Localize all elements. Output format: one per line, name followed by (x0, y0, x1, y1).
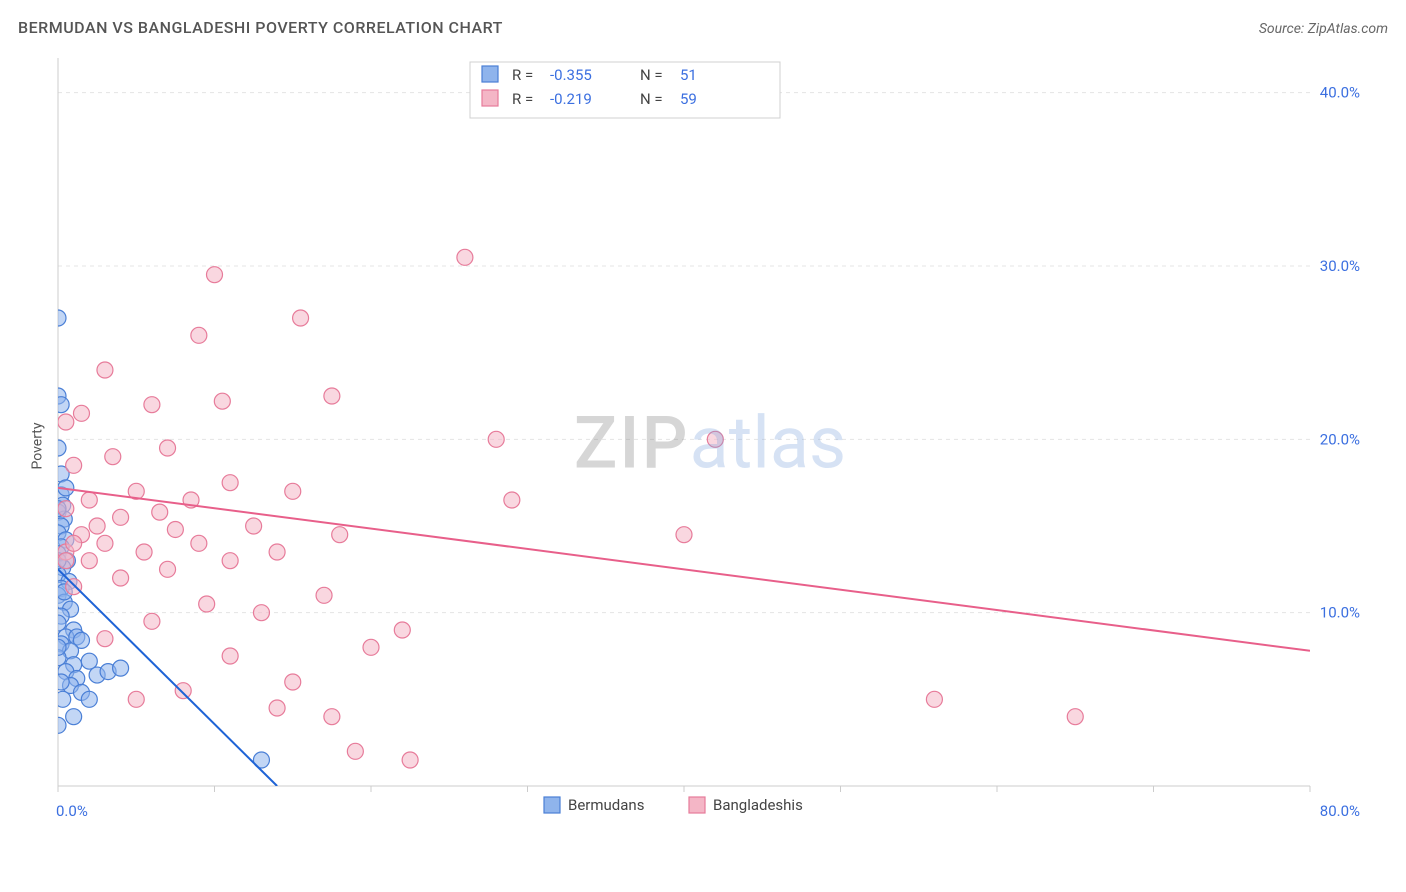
chart-source: Source: ZipAtlas.com (1259, 21, 1388, 37)
data-point (293, 310, 309, 326)
data-point (128, 691, 144, 707)
data-point (53, 397, 69, 413)
data-point (152, 504, 168, 520)
data-point (58, 501, 74, 517)
data-point (66, 709, 82, 725)
data-point (160, 440, 176, 456)
data-point (191, 327, 207, 343)
data-point (50, 310, 66, 326)
y-tick-label: 40.0% (1320, 84, 1360, 102)
data-point (269, 700, 285, 716)
data-point (222, 553, 238, 569)
y-axis-label: Poverty (30, 422, 46, 469)
legend-n-value: 59 (680, 90, 697, 108)
data-point (97, 535, 113, 551)
legend-r-label: R = (512, 90, 533, 108)
legend-r-label: R = (512, 66, 533, 84)
data-point (191, 535, 207, 551)
data-point (113, 660, 129, 676)
data-point (285, 483, 301, 499)
data-point (347, 743, 363, 759)
data-point (73, 405, 89, 421)
legend-n-label: N = (640, 90, 663, 108)
data-point (363, 639, 379, 655)
regression-line (58, 488, 1310, 651)
data-point (222, 475, 238, 491)
data-point (488, 431, 504, 447)
data-point (66, 579, 82, 595)
legend-r-value: -0.355 (550, 66, 592, 84)
data-point (113, 570, 129, 586)
legend-swatch (482, 90, 498, 106)
data-point (136, 544, 152, 560)
data-point (676, 527, 692, 543)
legend-r-value: -0.219 (550, 90, 592, 108)
data-point (324, 388, 340, 404)
data-point (324, 709, 340, 725)
data-point (113, 509, 129, 525)
data-point (214, 393, 230, 409)
data-point (50, 639, 66, 655)
data-point (707, 431, 723, 447)
data-point (332, 527, 348, 543)
data-point (50, 717, 66, 733)
legend-n-value: 51 (680, 66, 697, 84)
series-legend: Bermudans Bangladeshis (544, 796, 803, 814)
chart-header: BERMUDAN VS BANGLADESHI POVERTY CORRELAT… (18, 18, 1388, 37)
data-point (1067, 709, 1083, 725)
data-point (89, 518, 105, 534)
data-point (504, 492, 520, 508)
data-point (81, 691, 97, 707)
data-point (81, 553, 97, 569)
data-point (253, 605, 269, 621)
data-point (58, 553, 74, 569)
data-point (50, 440, 66, 456)
data-point (222, 648, 238, 664)
data-point (58, 414, 74, 430)
correlation-legend: R = -0.355 N = 51 R = -0.219 N = 59 (470, 62, 780, 118)
legend-swatch (544, 797, 560, 813)
x-tick-label: 0.0% (56, 802, 88, 820)
data-point (175, 683, 191, 699)
data-point (81, 492, 97, 508)
y-tick-label: 20.0% (1320, 430, 1360, 448)
data-point (53, 674, 69, 690)
data-point (269, 544, 285, 560)
data-point (316, 587, 332, 603)
data-point (66, 457, 82, 473)
data-point (144, 397, 160, 413)
x-tick-label: 80.0% (1320, 802, 1360, 820)
data-point (207, 267, 223, 283)
y-tick-label: 10.0% (1320, 604, 1360, 622)
data-point (160, 561, 176, 577)
data-point (97, 631, 113, 647)
data-point (167, 521, 183, 537)
legend-label: Bangladeshis (713, 796, 803, 814)
y-tick-label: 30.0% (1320, 257, 1360, 275)
data-point (97, 362, 113, 378)
scatter-chart: 10.0% 20.0% 30.0% 40.0% 0.0% 80.0% R = -0.355 N … (50, 58, 1370, 828)
data-point (457, 249, 473, 265)
data-point (285, 674, 301, 690)
legend-swatch (689, 797, 705, 813)
chart-svg: 10.0% 20.0% 30.0% 40.0% 0.0% 80.0% R = -0.355 N … (50, 58, 1370, 828)
data-point (246, 518, 262, 534)
legend-label: Bermudans (568, 796, 644, 814)
legend-n-label: N = (640, 66, 663, 84)
data-point (199, 596, 215, 612)
data-point (144, 613, 160, 629)
data-point (926, 691, 942, 707)
legend-swatch (482, 66, 498, 82)
data-point (402, 752, 418, 768)
data-point (66, 535, 82, 551)
chart-title: BERMUDAN VS BANGLADESHI POVERTY CORRELAT… (18, 18, 503, 37)
data-point (55, 691, 71, 707)
data-point (105, 449, 121, 465)
data-point (394, 622, 410, 638)
